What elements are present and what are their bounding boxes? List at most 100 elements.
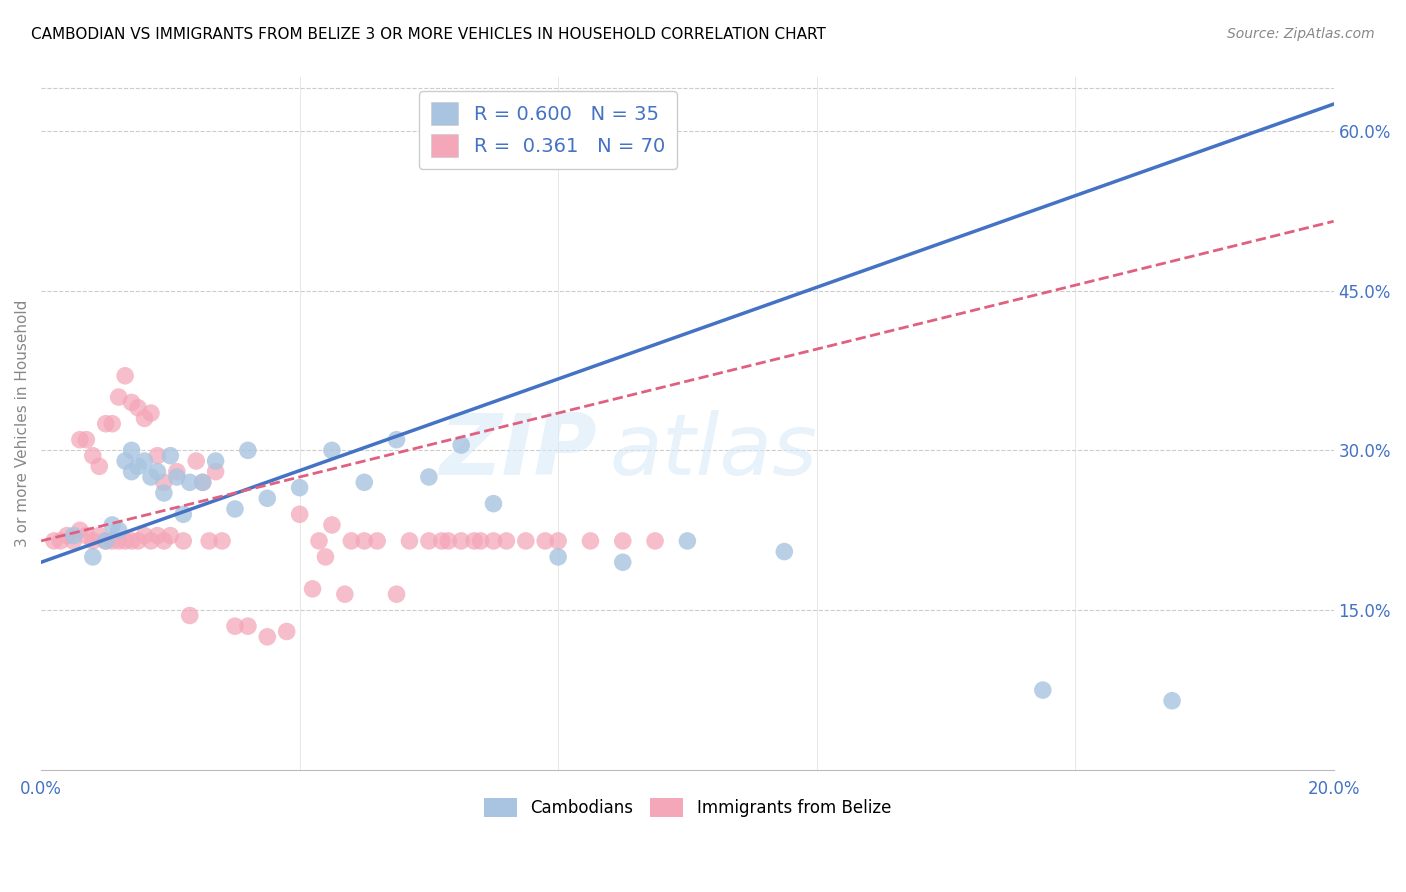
Point: [198, 533, 221, 548]
Point: [612, 555, 634, 569]
Point: [114, 368, 136, 383]
Point: [191, 475, 214, 490]
Point: [450, 533, 472, 548]
Point: [82, 449, 104, 463]
Point: [159, 528, 181, 542]
Point: [69, 523, 91, 537]
Point: [186, 454, 208, 468]
Point: [495, 533, 517, 548]
Point: [127, 533, 149, 548]
Point: [470, 533, 492, 548]
Point: [101, 517, 124, 532]
Point: [579, 533, 602, 548]
Point: [236, 443, 259, 458]
Point: [146, 465, 169, 479]
Point: [204, 465, 226, 479]
Point: [159, 449, 181, 463]
Point: [82, 533, 104, 548]
Text: atlas: atlas: [610, 410, 818, 493]
Point: [153, 533, 176, 548]
Point: [437, 533, 460, 548]
Point: [353, 533, 375, 548]
Point: [139, 533, 162, 548]
Point: [139, 470, 162, 484]
Point: [139, 406, 162, 420]
Point: [166, 465, 188, 479]
Point: [418, 470, 440, 484]
Point: [107, 523, 129, 537]
Point: [644, 533, 666, 548]
Point: [172, 508, 194, 522]
Point: [482, 497, 505, 511]
Point: [121, 533, 143, 548]
Point: [340, 533, 363, 548]
Point: [191, 475, 214, 490]
Point: [321, 443, 343, 458]
Point: [179, 608, 201, 623]
Point: [101, 533, 124, 548]
Point: [56, 528, 79, 542]
Point: [179, 475, 201, 490]
Point: [62, 528, 84, 542]
Point: [314, 549, 336, 564]
Point: [418, 533, 440, 548]
Point: [153, 486, 176, 500]
Point: [134, 411, 156, 425]
Point: [121, 443, 143, 458]
Point: [515, 533, 537, 548]
Point: [204, 454, 226, 468]
Point: [127, 401, 149, 415]
Point: [134, 528, 156, 542]
Point: [101, 417, 124, 431]
Point: [224, 502, 246, 516]
Point: [107, 533, 129, 548]
Point: [69, 433, 91, 447]
Point: [1161, 694, 1184, 708]
Point: [166, 470, 188, 484]
Point: [333, 587, 356, 601]
Point: [114, 533, 136, 548]
Point: [75, 528, 97, 542]
Point: [256, 630, 278, 644]
Point: [94, 533, 117, 548]
Text: Source: ZipAtlas.com: Source: ZipAtlas.com: [1227, 27, 1375, 41]
Point: [146, 528, 169, 542]
Point: [353, 475, 375, 490]
Text: ZIP: ZIP: [439, 410, 598, 493]
Point: [121, 395, 143, 409]
Point: [398, 533, 420, 548]
Point: [288, 508, 311, 522]
Point: [321, 517, 343, 532]
Point: [547, 549, 569, 564]
Point: [534, 533, 557, 548]
Point: [62, 533, 84, 548]
Point: [276, 624, 298, 639]
Point: [612, 533, 634, 548]
Point: [89, 528, 111, 542]
Point: [676, 533, 699, 548]
Point: [1032, 683, 1054, 698]
Point: [385, 587, 408, 601]
Point: [82, 549, 104, 564]
Point: [301, 582, 323, 596]
Point: [153, 475, 176, 490]
Y-axis label: 3 or more Vehicles in Household: 3 or more Vehicles in Household: [15, 300, 30, 548]
Point: [236, 619, 259, 633]
Point: [114, 454, 136, 468]
Point: [107, 390, 129, 404]
Point: [94, 533, 117, 548]
Point: [211, 533, 233, 548]
Point: [450, 438, 472, 452]
Point: [121, 465, 143, 479]
Point: [773, 544, 796, 558]
Point: [49, 533, 72, 548]
Point: [172, 533, 194, 548]
Point: [288, 481, 311, 495]
Point: [134, 454, 156, 468]
Legend: Cambodians, Immigrants from Belize: Cambodians, Immigrants from Belize: [477, 791, 897, 824]
Point: [308, 533, 330, 548]
Point: [89, 459, 111, 474]
Point: [385, 433, 408, 447]
Point: [42, 533, 65, 548]
Point: [430, 533, 453, 548]
